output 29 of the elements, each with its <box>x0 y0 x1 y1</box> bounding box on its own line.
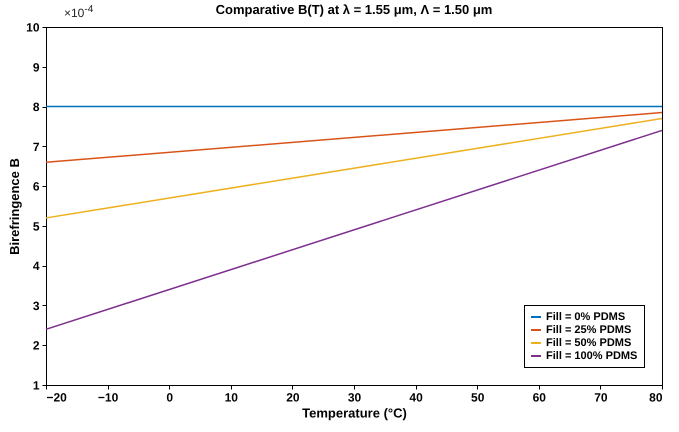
chart-title: Comparative B(T) at λ = 1.55 μm, Λ = 1.50 μm <box>216 2 492 17</box>
x-axis-title: Temperature (°C) <box>302 406 407 420</box>
y-axis-title: Birefringence B <box>7 158 22 255</box>
x-tick-label: 20 <box>286 390 300 404</box>
x-tick-label: −10 <box>98 390 119 404</box>
y-tick-label: 2 <box>32 338 40 353</box>
legend-label: Fill = 0% PDMS <box>546 311 626 323</box>
y-tick-label: 5 <box>32 219 40 234</box>
x-tick-label: 60 <box>532 390 546 404</box>
x-tick-label: 30 <box>348 390 362 404</box>
x-tick-label: 0 <box>166 390 174 404</box>
x-tick-label: 40 <box>409 390 424 404</box>
y-tick-label: 10 <box>26 20 40 34</box>
x-tick-label: 80 <box>649 390 663 404</box>
x-tick-label: −20 <box>46 390 68 404</box>
axis-multiplier: ×10$^{-4}$ <box>64 4 94 20</box>
y-tick-label: 3 <box>32 298 40 313</box>
x-tick-label: 50 <box>471 390 485 404</box>
y-tick-label: 1 <box>32 378 40 392</box>
y-tick-label: 7 <box>32 140 40 154</box>
y-tick-label: 6 <box>32 180 40 194</box>
x-tick-label: 70 <box>594 390 608 404</box>
legend-label: Fill = 100% PDMS <box>546 350 638 362</box>
y-tick-label: 9 <box>32 60 40 74</box>
y-tick-label: 4 <box>32 259 40 274</box>
x-tick-label: 10 <box>224 390 238 404</box>
y-tick-label: 8 <box>32 100 40 114</box>
legend-label: Fill = 50% PDMS <box>546 337 632 349</box>
legend-label: Fill = 25% PDMS <box>546 324 632 336</box>
